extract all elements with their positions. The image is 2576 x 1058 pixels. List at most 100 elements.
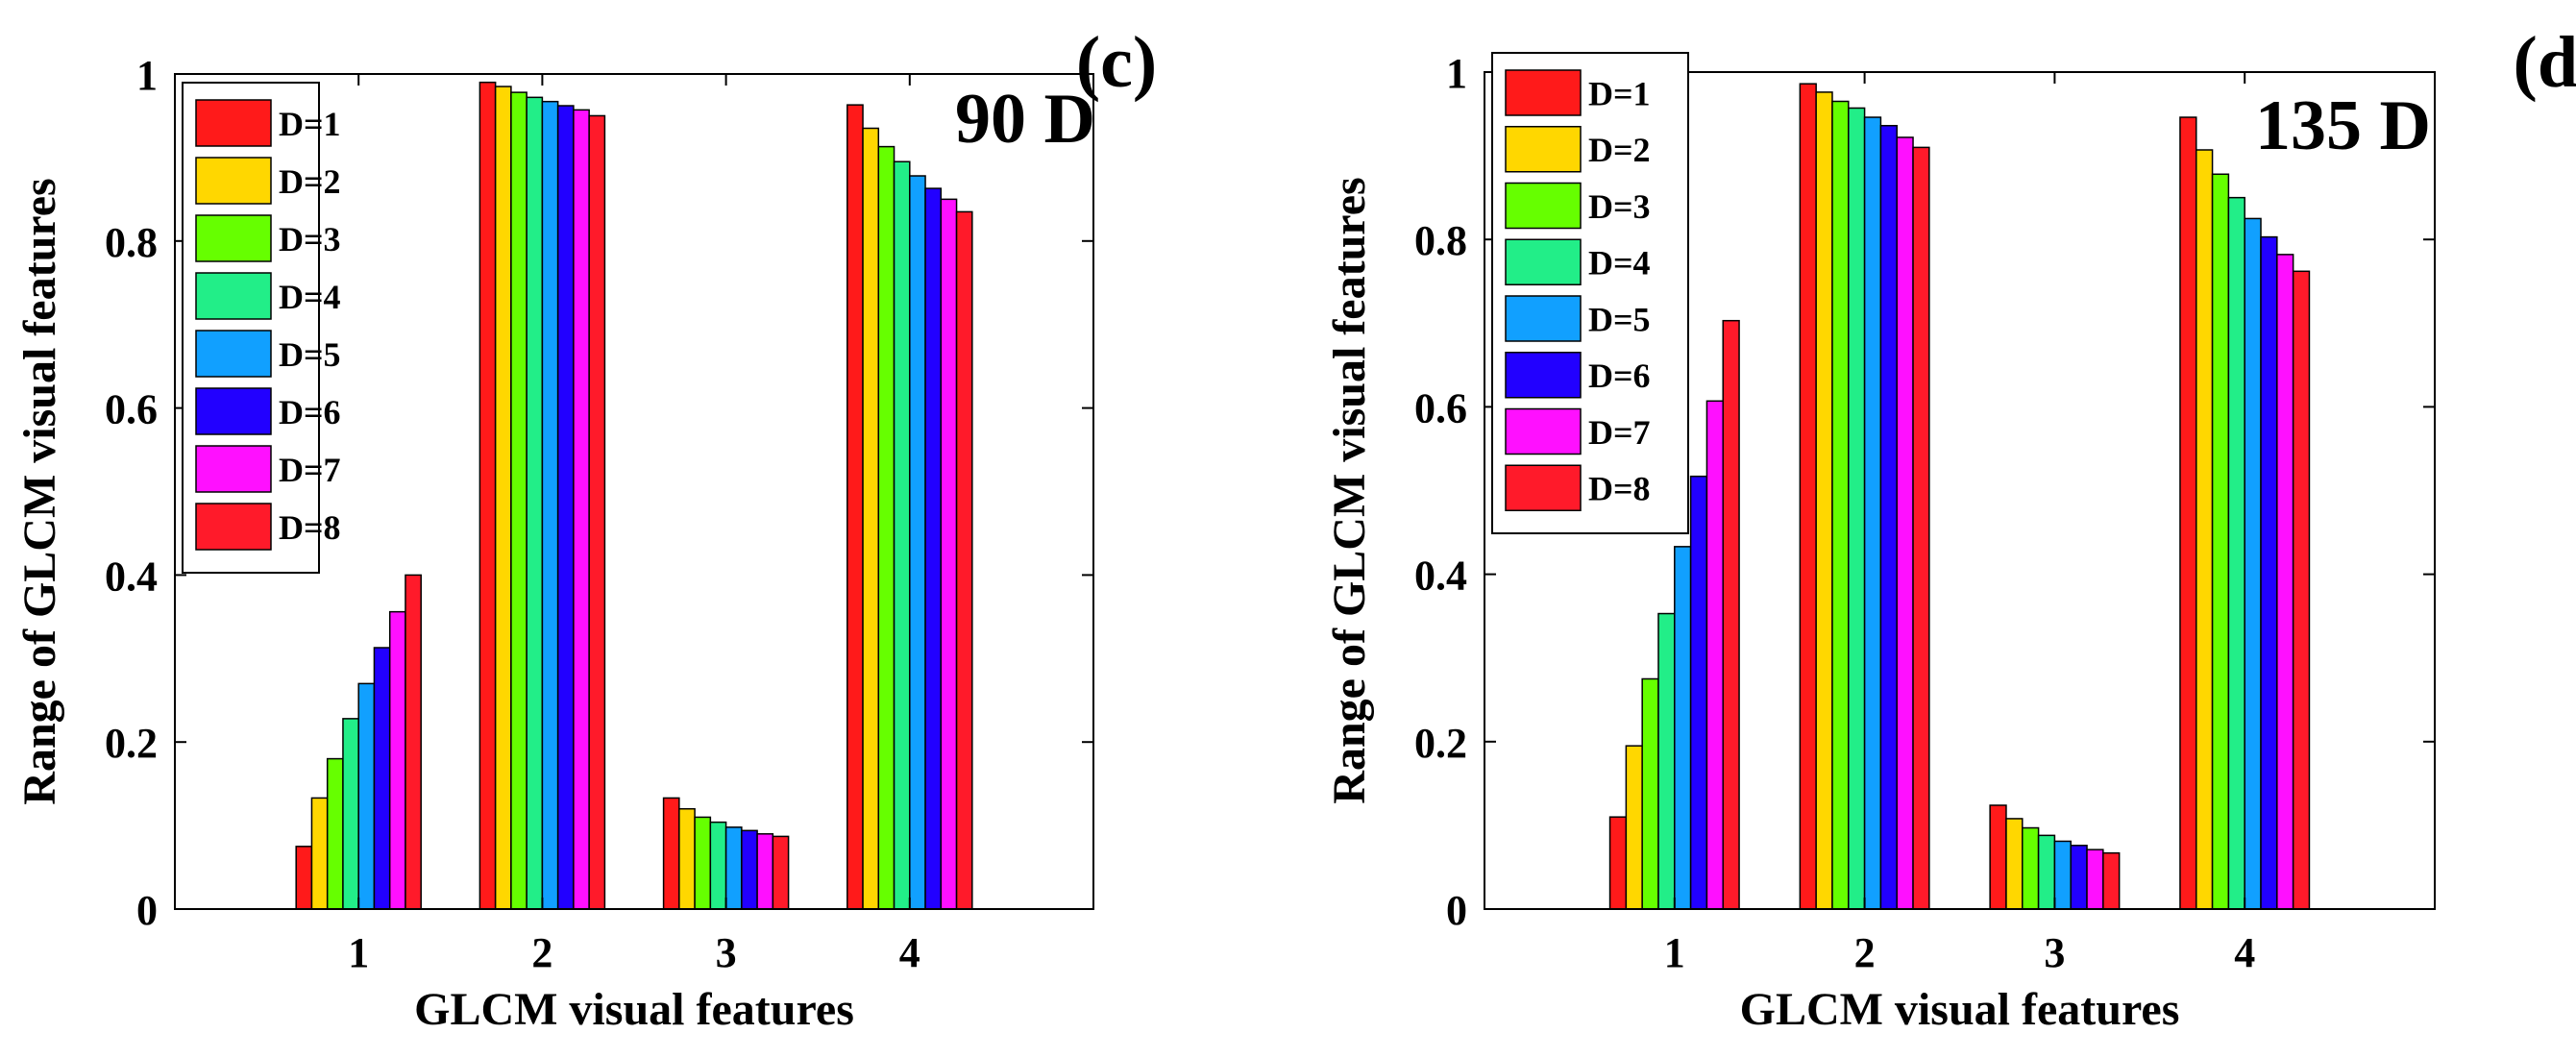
y-tick-label: 1: [1446, 50, 1467, 97]
bar-d4-cat2: [526, 96, 544, 910]
bar-d3-cat4: [877, 145, 895, 910]
bar-d1-cat1: [1608, 816, 1628, 910]
x-tick-label: 1: [1664, 929, 1685, 976]
bar-d2-cat4: [862, 127, 880, 910]
bar-d6-cat3: [2070, 845, 2088, 910]
bar-d2-cat3: [2005, 818, 2024, 910]
y-tick-label: 0.2: [105, 720, 158, 767]
y-tick-label: 0: [136, 887, 158, 934]
legend-label: D=3: [279, 220, 341, 258]
bar-d6-cat1: [1689, 475, 1708, 910]
bar-d8-cat1: [405, 574, 422, 910]
bar-d8-cat2: [1912, 146, 1930, 910]
bar-d4-cat4: [893, 160, 911, 910]
bar-d3-cat2: [1831, 100, 1850, 910]
legend-label: D=3: [1588, 187, 1651, 226]
legend-label: D=4: [1588, 244, 1651, 283]
legend-swatch: [195, 214, 272, 262]
bar-d1-cat4: [846, 104, 864, 910]
legend-label: D=4: [279, 278, 341, 316]
bar-d6-cat4: [924, 187, 943, 910]
y-tick-label: 0.6: [1414, 384, 1467, 431]
bar-d7-cat2: [573, 109, 590, 910]
bar-d1-cat3: [1989, 804, 2007, 910]
bar-d8-cat3: [2102, 851, 2121, 910]
y-tick-label: 0.8: [105, 219, 158, 266]
legend-label: D=2: [1588, 131, 1651, 169]
bar-d3-cat1: [1641, 677, 1659, 910]
bar-d8-cat3: [772, 835, 790, 910]
x-tick-label: 1: [348, 929, 369, 976]
legend-swatch: [195, 330, 272, 378]
y-tick-label: 0.2: [1414, 720, 1467, 767]
y-tick-label: 1: [136, 52, 158, 99]
bar-d7-cat1: [1705, 400, 1724, 910]
legend-swatch: [1505, 238, 1582, 285]
bar-d8-cat2: [588, 114, 606, 910]
bar-d2-cat2: [494, 86, 512, 910]
y-tick-label: 0: [1446, 887, 1467, 934]
y-axis-title: Range of GLCM visual features: [14, 178, 65, 804]
bar-d7-cat4: [940, 198, 958, 910]
bar-d3-cat1: [326, 757, 344, 910]
x-tick-label: 2: [531, 929, 552, 976]
legend-label: D=5: [1588, 300, 1651, 338]
bar-d5-cat1: [1674, 546, 1692, 910]
bar-d3-cat3: [694, 816, 712, 910]
bar-d8-cat4: [955, 210, 973, 910]
legend-swatch: [1505, 295, 1582, 342]
bar-d5-cat3: [2053, 840, 2072, 910]
bar-d2-cat2: [1815, 91, 1833, 910]
legend-label: D=8: [1588, 470, 1651, 508]
bar-d4-cat4: [2227, 196, 2245, 910]
legend-swatch: [1505, 407, 1582, 455]
bar-d6-cat2: [1879, 124, 1898, 910]
legend-label: D=1: [279, 105, 341, 143]
axes-box: [174, 73, 1094, 910]
bar-d2-cat1: [1625, 745, 1643, 910]
bar-d8-cat4: [2292, 270, 2311, 910]
chart-annotation: 135 D: [2255, 86, 2431, 165]
bar-d8-cat1: [1722, 319, 1740, 910]
x-axis-title: GLCM visual features: [1740, 984, 2180, 1035]
bar-d5-cat2: [541, 100, 559, 910]
legend-swatch: [1505, 464, 1582, 511]
bar-d5-cat3: [724, 826, 743, 910]
chart-panel-c: 0 0.2 0.4 0.6 0.8 1 1 2 3 4 GLCM visual features Ra…: [14, 22, 1157, 1035]
bar-d5-cat4: [909, 175, 926, 910]
legend-box: [1491, 52, 1689, 534]
bar-d7-cat2: [1896, 136, 1914, 910]
legend-swatch: [195, 445, 272, 493]
bar-d7-cat4: [2276, 254, 2294, 910]
legend-label: D=6: [279, 393, 341, 431]
chart-panel-d: 0 0.2 0.4 0.6 0.8 1 1 2 3 4 GLCM visual features Ra…: [1324, 22, 2576, 1035]
bar-d5-cat4: [2244, 217, 2262, 910]
axes-box: [1484, 71, 2436, 910]
legend-swatch: [1505, 182, 1582, 230]
bar-d1-cat2: [478, 81, 497, 910]
bar-d3-cat4: [2211, 173, 2230, 910]
legend-label: D=6: [1588, 357, 1651, 395]
bar-d7-cat3: [2086, 849, 2104, 910]
bar-d1-cat1: [295, 846, 313, 910]
bar-d2-cat3: [678, 807, 696, 910]
legend-label: D=1: [1588, 74, 1651, 112]
x-tick-label: 2: [1854, 929, 1876, 976]
legend-swatch: [195, 99, 272, 147]
legend-label: D=7: [279, 451, 341, 489]
y-axis-title: Range of GLCM visual features: [1324, 177, 1375, 803]
legend-label: D=5: [279, 335, 341, 374]
legend-label: D=7: [1588, 413, 1651, 452]
bar-d6-cat1: [373, 647, 391, 910]
bar-d4-cat1: [1657, 612, 1676, 910]
y-tick-label: 0.6: [105, 386, 158, 433]
bar-d4-cat2: [1848, 107, 1866, 910]
legend-swatch: [1505, 126, 1582, 173]
chart-annotation: 90 D: [955, 80, 1095, 159]
bar-d4-cat1: [342, 718, 359, 910]
bar-d5-cat1: [357, 682, 376, 910]
legend-swatch: [195, 387, 272, 435]
bar-d3-cat3: [2022, 826, 2040, 910]
x-tick-label: 4: [2234, 929, 2255, 976]
